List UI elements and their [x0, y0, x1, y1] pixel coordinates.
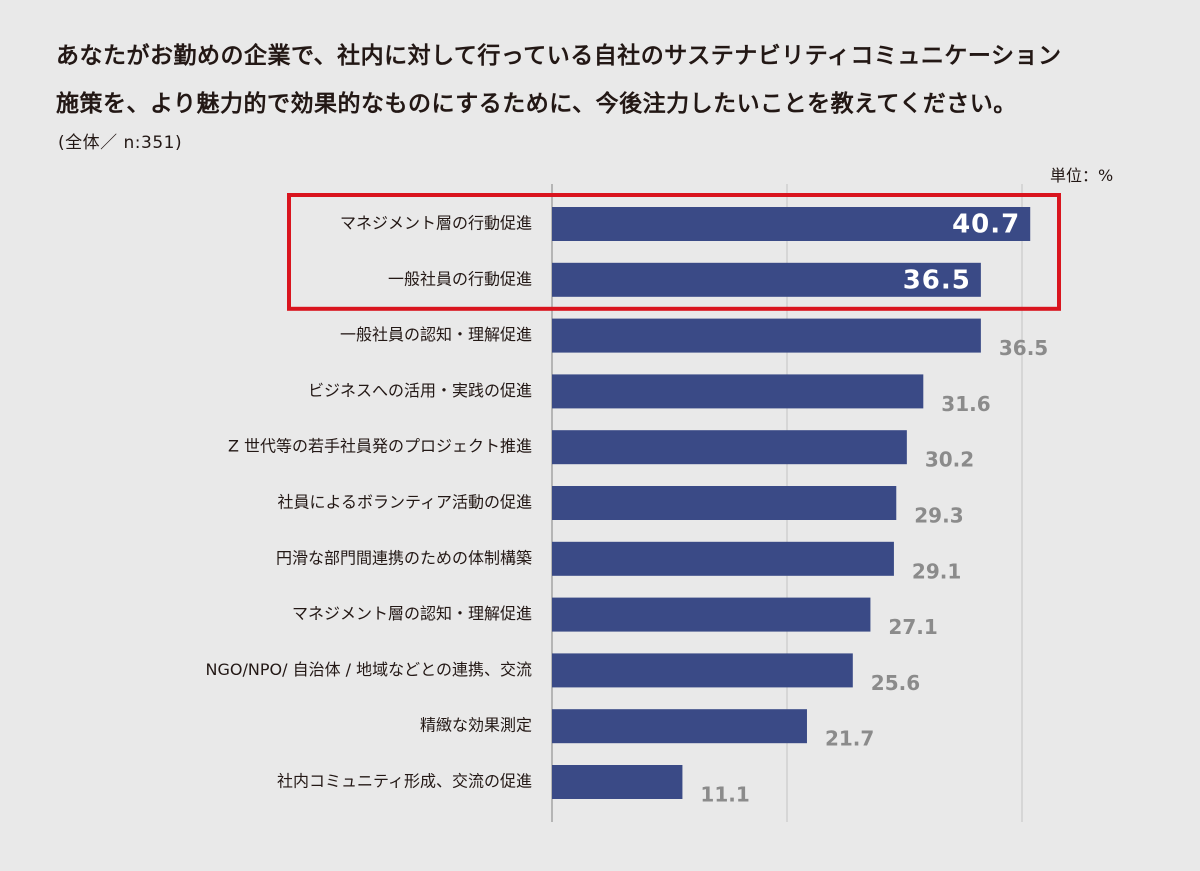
chart-title-line-1: あなたがお勤めの企業で、社内に対して行っている自社のサステナビリティコミュニケー…	[56, 43, 1062, 69]
chart-title: あなたがお勤めの企業で、社内に対して行っている自社のサステナビリティコミュニケー…	[56, 32, 1166, 128]
highlight-box	[287, 193, 1061, 311]
chart-title-line-2: 施策を、より魅力的で効果的なものにするために、今後注力したいことを教えてください…	[56, 91, 1017, 117]
bar	[552, 486, 897, 520]
category-label: 一般社員の認知・理解促進	[340, 325, 532, 344]
unit-label: 単位：%	[1050, 166, 1114, 185]
bar	[552, 207, 1031, 241]
category-label: Z 世代等の若手社員発のプロジェクト推進	[228, 437, 532, 456]
category-label: 円滑な部門間連携のための体制構築	[276, 548, 532, 567]
bar	[552, 318, 981, 353]
category-label: 社員によるボランティア活動の促進	[277, 493, 532, 512]
bar	[552, 653, 853, 688]
category-label: マネジメント層の認知・理解促進	[292, 604, 532, 623]
category-label: NGO/NPO/ 自治体 / 地域などとの連携、交流	[206, 660, 532, 679]
category-label: ビジネスへの活用・実践の促進	[308, 381, 532, 400]
category-label: 精緻な効果測定	[420, 716, 532, 735]
category-label: 一般社員の行動促進	[388, 269, 532, 288]
bar	[552, 765, 683, 799]
value-label: 40.7	[952, 210, 1020, 240]
category-label: 社内コミュニティ形成、交流の促進	[277, 772, 532, 791]
value-label: 30.2	[925, 448, 974, 472]
value-label: 21.7	[825, 727, 874, 751]
bar	[552, 430, 907, 465]
value-label: 27.1	[888, 615, 937, 639]
value-label: 36.5	[999, 336, 1048, 360]
bar	[552, 709, 807, 744]
value-label: 29.3	[914, 504, 963, 528]
category-label: マネジメント層の行動促進	[340, 214, 532, 233]
bar	[552, 597, 871, 632]
value-label: 11.1	[700, 783, 749, 807]
bar	[552, 541, 894, 576]
value-label: 25.6	[871, 671, 920, 695]
value-label: 36.5	[903, 265, 971, 295]
value-label: 29.1	[912, 559, 961, 583]
bar	[552, 374, 924, 409]
sample-size-label: (全体／ n:351)	[58, 133, 183, 153]
value-label: 31.6	[941, 392, 990, 416]
bar	[552, 262, 981, 297]
